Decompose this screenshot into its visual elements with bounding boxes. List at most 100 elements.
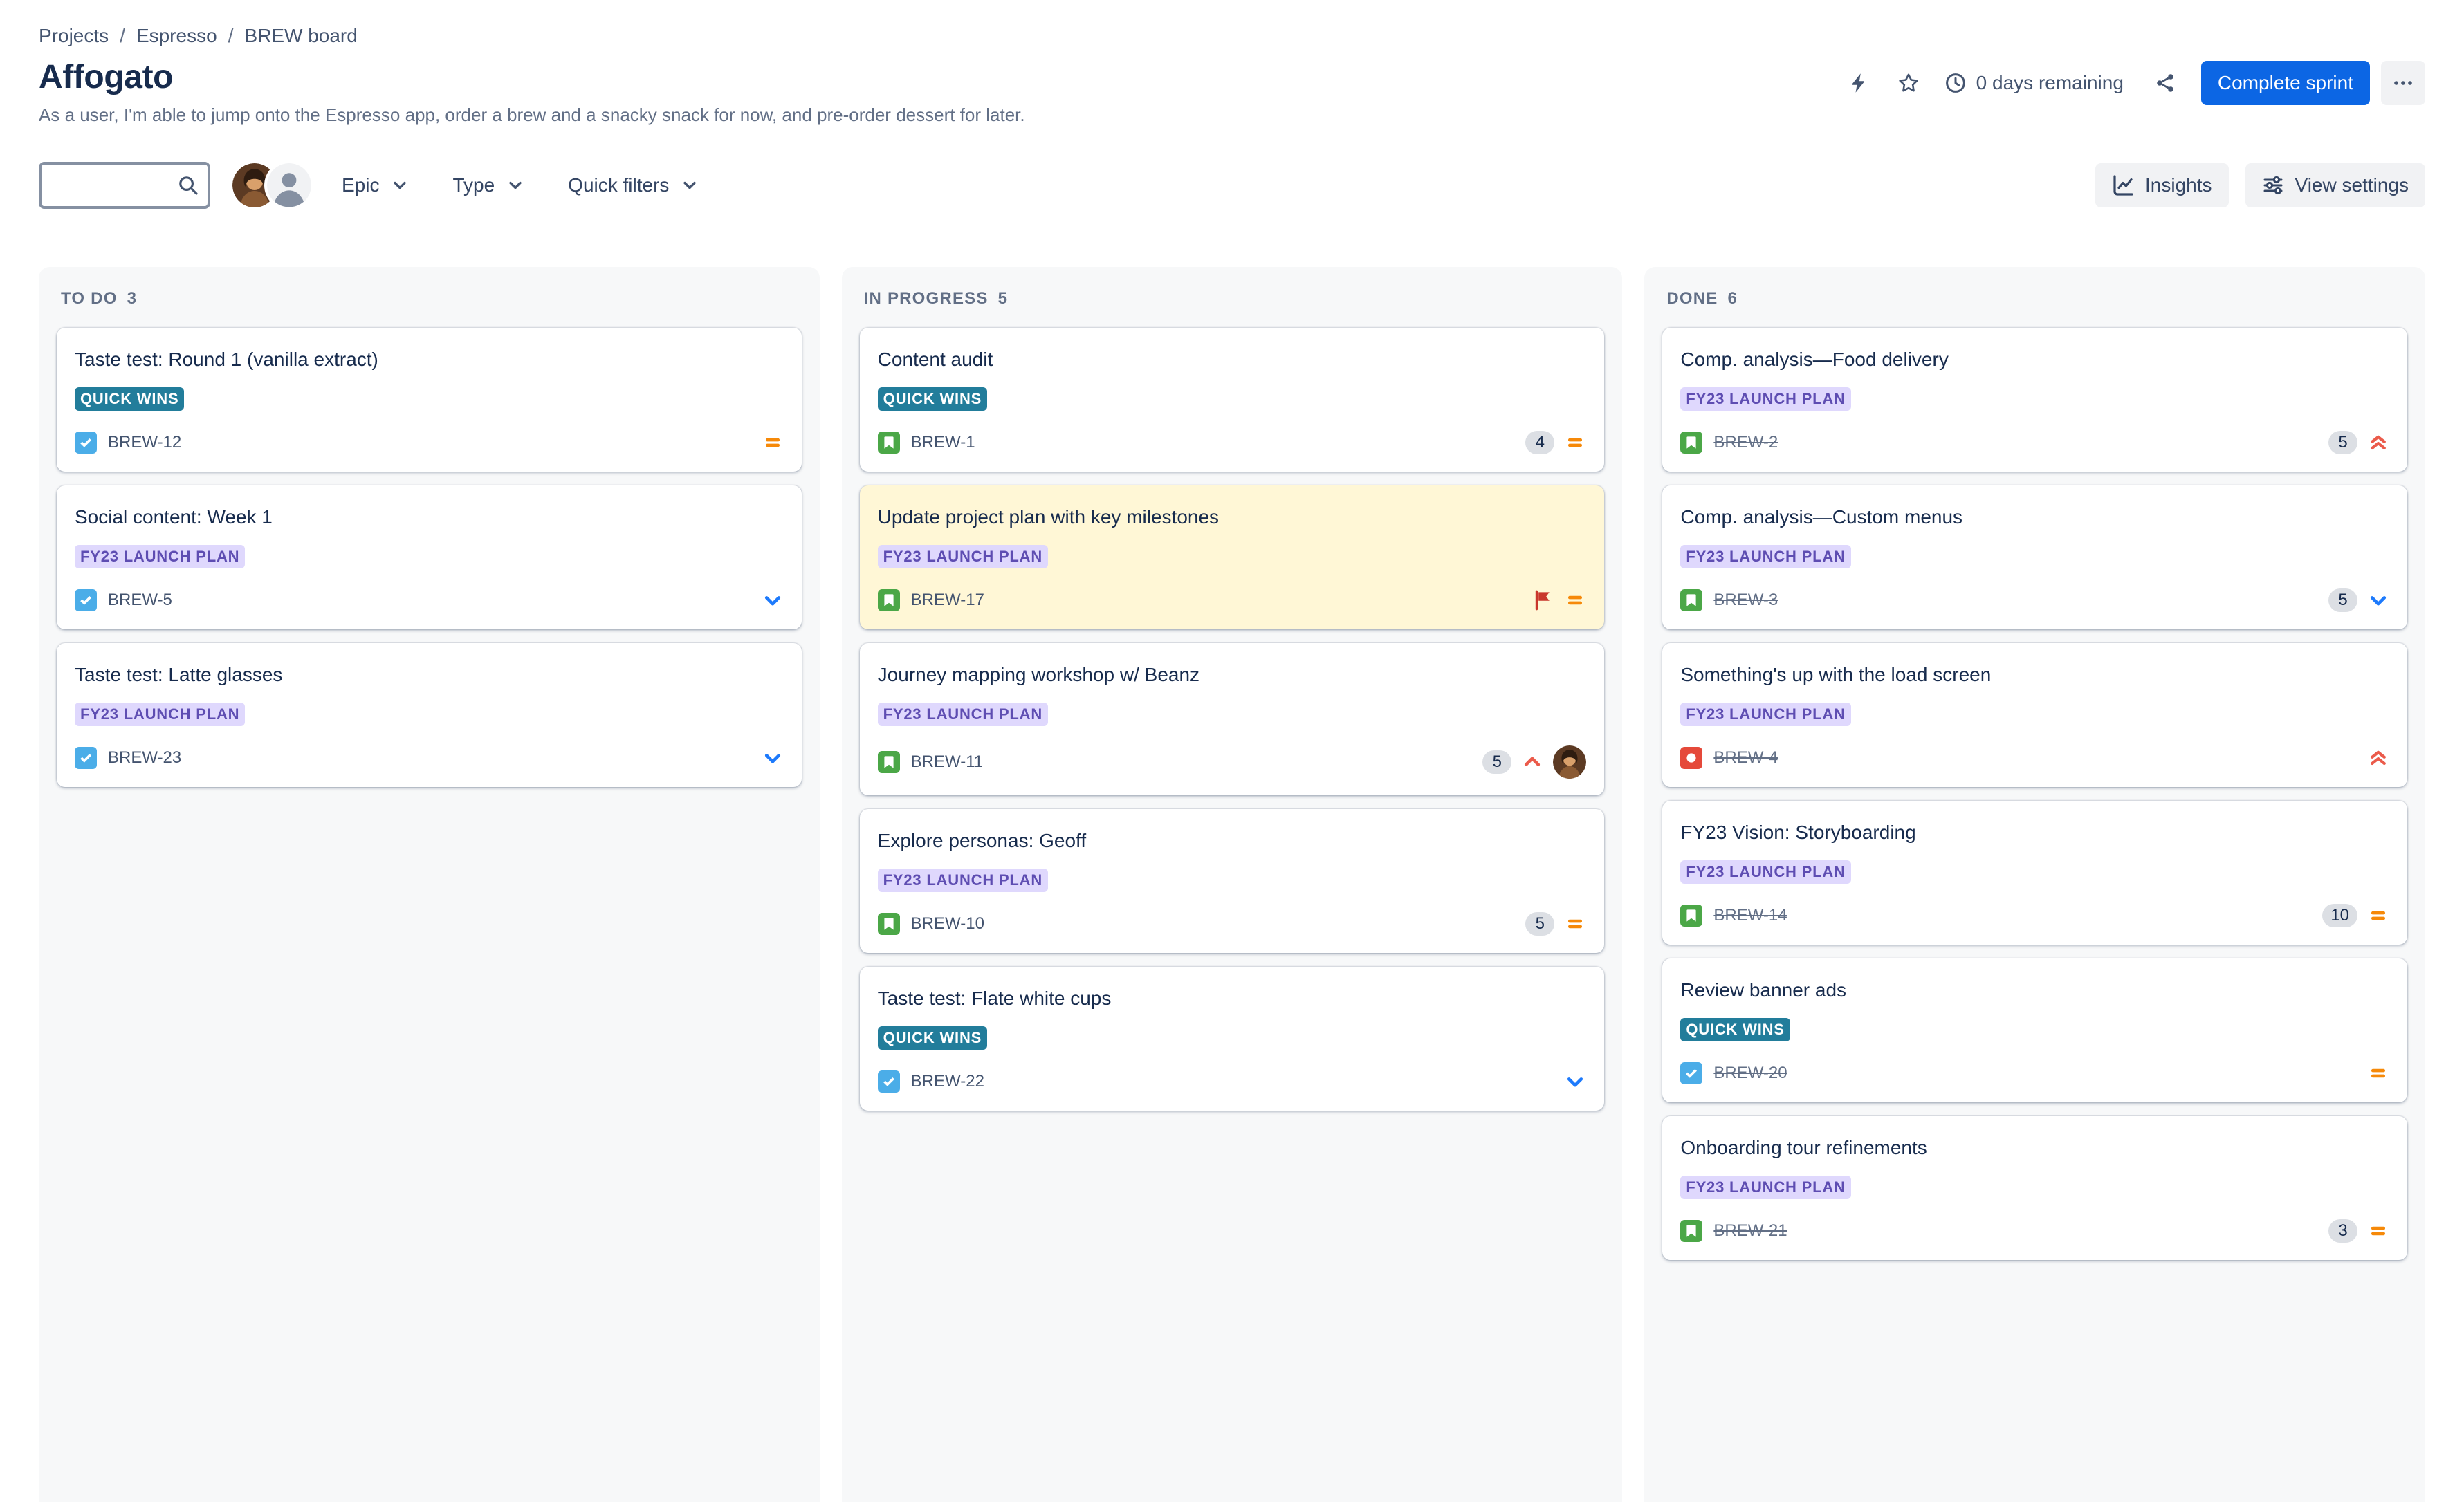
- epic-badge: QUICK WINS: [75, 387, 185, 411]
- issue-card[interactable]: Comp. analysis—Custom menus FY23 LAUNCH …: [1662, 485, 2408, 629]
- quick-filters-button[interactable]: Quick filters: [557, 166, 712, 205]
- estimate-badge: 4: [1525, 431, 1555, 454]
- type-filter-button[interactable]: Type: [441, 166, 537, 205]
- issue-card[interactable]: Something's up with the load screen FY23…: [1662, 643, 2408, 787]
- card-title: Update project plan with key milestones: [877, 506, 1220, 528]
- sprint-title: Affogato: [39, 59, 174, 95]
- issue-card[interactable]: Journey mapping workshop w/ Beanz FY23 L…: [859, 643, 1605, 795]
- epic-badge: QUICK WINS: [877, 387, 988, 411]
- epic-filter-button[interactable]: Epic: [331, 166, 422, 205]
- title-row: Affogato As a user, I'm able to jump ont…: [39, 58, 2425, 126]
- card-footer-right: [1532, 589, 1586, 611]
- search-box: [39, 162, 210, 209]
- estimate-badge: 5: [2328, 431, 2358, 454]
- priority-medium-icon: [2367, 905, 2389, 927]
- card-title: Journey mapping workshop w/ Beanz: [877, 664, 1200, 685]
- card-footer: BREW-21 3: [1680, 1218, 2389, 1243]
- card-title: Onboarding tour refinements: [1680, 1137, 1927, 1158]
- story-icon: [877, 751, 900, 773]
- column-cards: Comp. analysis—Food delivery FY23 LAUNCH…: [1644, 317, 2425, 1278]
- title-block: Affogato As a user, I'm able to jump ont…: [39, 58, 1837, 126]
- issue-key: BREW-23: [108, 748, 182, 767]
- search-input[interactable]: [39, 162, 210, 209]
- card-footer: BREW-2 5: [1680, 430, 2389, 455]
- story-icon: [1680, 905, 1703, 927]
- priority-medium-icon: [1564, 432, 1586, 454]
- chart-icon: [2112, 174, 2134, 196]
- priority-highest-icon: [2367, 432, 2389, 454]
- card-title: Taste test: Flate white cups: [877, 988, 1112, 1009]
- card-footer: BREW-14 10: [1680, 903, 2389, 928]
- card-footer-right: [762, 432, 784, 454]
- card-footer: BREW-22: [877, 1069, 1587, 1094]
- card-title: Taste test: Latte glasses: [75, 664, 283, 685]
- card-footer: BREW-20: [1680, 1061, 2389, 1086]
- card-footer: BREW-17: [877, 588, 1587, 613]
- issue-card[interactable]: Update project plan with key milestones …: [859, 485, 1605, 629]
- breadcrumb-espresso[interactable]: Espresso: [136, 25, 217, 46]
- complete-sprint-button[interactable]: Complete sprint: [2200, 61, 2370, 105]
- priority-medium-icon: [1564, 589, 1586, 611]
- sprint-goal: As a user, I'm able to jump onto the Esp…: [39, 104, 1025, 125]
- epic-badge: FY23 LAUNCH PLAN: [1680, 1176, 1851, 1199]
- toolbar-right: Insights View settings: [2095, 163, 2425, 207]
- priority-low-icon: [1564, 1070, 1586, 1093]
- epic-filter-label: Epic: [342, 174, 380, 196]
- story-icon: [1680, 589, 1703, 611]
- epic-badge: FY23 LAUNCH PLAN: [877, 703, 1049, 726]
- column-header: DONE 6: [1644, 267, 2425, 317]
- issue-card[interactable]: Explore personas: Geoff FY23 LAUNCH PLAN…: [859, 809, 1605, 953]
- column-to-do: TO DO 3 Taste test: Round 1 (vanilla ext…: [39, 267, 820, 1502]
- star-icon: [1897, 72, 1920, 94]
- breadcrumb-brew-board[interactable]: BREW board: [244, 25, 358, 46]
- avatar-group: [232, 163, 311, 207]
- issue-key: BREW-12: [108, 433, 182, 452]
- column-count: 5: [997, 289, 1009, 308]
- issue-card[interactable]: Comp. analysis—Food delivery FY23 LAUNCH…: [1662, 328, 2408, 472]
- breadcrumb: Projects / Espresso / BREW board: [39, 25, 2425, 47]
- epic-badge: QUICK WINS: [877, 1026, 988, 1050]
- chevron-down-icon: [389, 174, 411, 196]
- issue-key: BREW-22: [910, 1072, 984, 1091]
- issue-card[interactable]: Taste test: Latte glasses FY23 LAUNCH PL…: [57, 643, 802, 787]
- issue-card[interactable]: Content audit QUICK WINS BREW-1 4: [859, 328, 1605, 472]
- flag-icon: [1532, 589, 1554, 611]
- card-title: FY23 Vision: Storyboarding: [1680, 822, 1916, 843]
- card-footer-right: [2367, 747, 2389, 769]
- column-cards: Taste test: Round 1 (vanilla extract) QU…: [39, 317, 820, 805]
- column-title: IN PROGRESS: [863, 289, 989, 308]
- estimate-badge: 5: [2328, 588, 2358, 612]
- card-footer: BREW-11 5: [877, 745, 1587, 779]
- task-icon: [75, 747, 97, 769]
- assignee-avatar: [1553, 745, 1587, 779]
- issue-card[interactable]: FY23 Vision: Storyboarding FY23 LAUNCH P…: [1662, 801, 2408, 945]
- epic-badge: FY23 LAUNCH PLAN: [75, 545, 246, 568]
- star-button[interactable]: [1886, 61, 1931, 105]
- issue-card[interactable]: Social content: Week 1 FY23 LAUNCH PLAN …: [57, 485, 802, 629]
- view-settings-button[interactable]: View settings: [2245, 163, 2425, 207]
- priority-medium-icon: [762, 432, 784, 454]
- issue-key: BREW-2: [1713, 433, 1778, 452]
- story-icon: [877, 913, 900, 935]
- issue-card[interactable]: Review banner ads QUICK WINS BREW-20: [1662, 958, 2408, 1102]
- column-title: TO DO: [61, 289, 118, 308]
- share-button[interactable]: [2143, 61, 2187, 105]
- story-icon: [877, 432, 900, 454]
- insights-button[interactable]: Insights: [2095, 163, 2229, 207]
- issue-card[interactable]: Taste test: Flate white cups QUICK WINS …: [859, 967, 1605, 1111]
- type-filter-label: Type: [452, 174, 495, 196]
- column-in-progress: IN PROGRESS 5 Content audit QUICK WINS B…: [841, 267, 1623, 1502]
- days-remaining-label: 0 days remaining: [1976, 72, 2124, 93]
- boost-button[interactable]: [1837, 61, 1881, 105]
- estimate-badge: 5: [1525, 912, 1555, 936]
- breadcrumb-projects[interactable]: Projects: [39, 25, 109, 46]
- issue-card[interactable]: Onboarding tour refinements FY23 LAUNCH …: [1662, 1116, 2408, 1260]
- user-avatar-default[interactable]: [267, 163, 311, 207]
- card-footer: BREW-4: [1680, 745, 2389, 770]
- more-button[interactable]: [2381, 61, 2425, 105]
- priority-low-icon: [2367, 589, 2389, 611]
- epic-badge: FY23 LAUNCH PLAN: [1680, 545, 1851, 568]
- issue-key: BREW-5: [108, 591, 172, 609]
- card-footer-right: 5: [1525, 912, 1586, 936]
- issue-card[interactable]: Taste test: Round 1 (vanilla extract) QU…: [57, 328, 802, 472]
